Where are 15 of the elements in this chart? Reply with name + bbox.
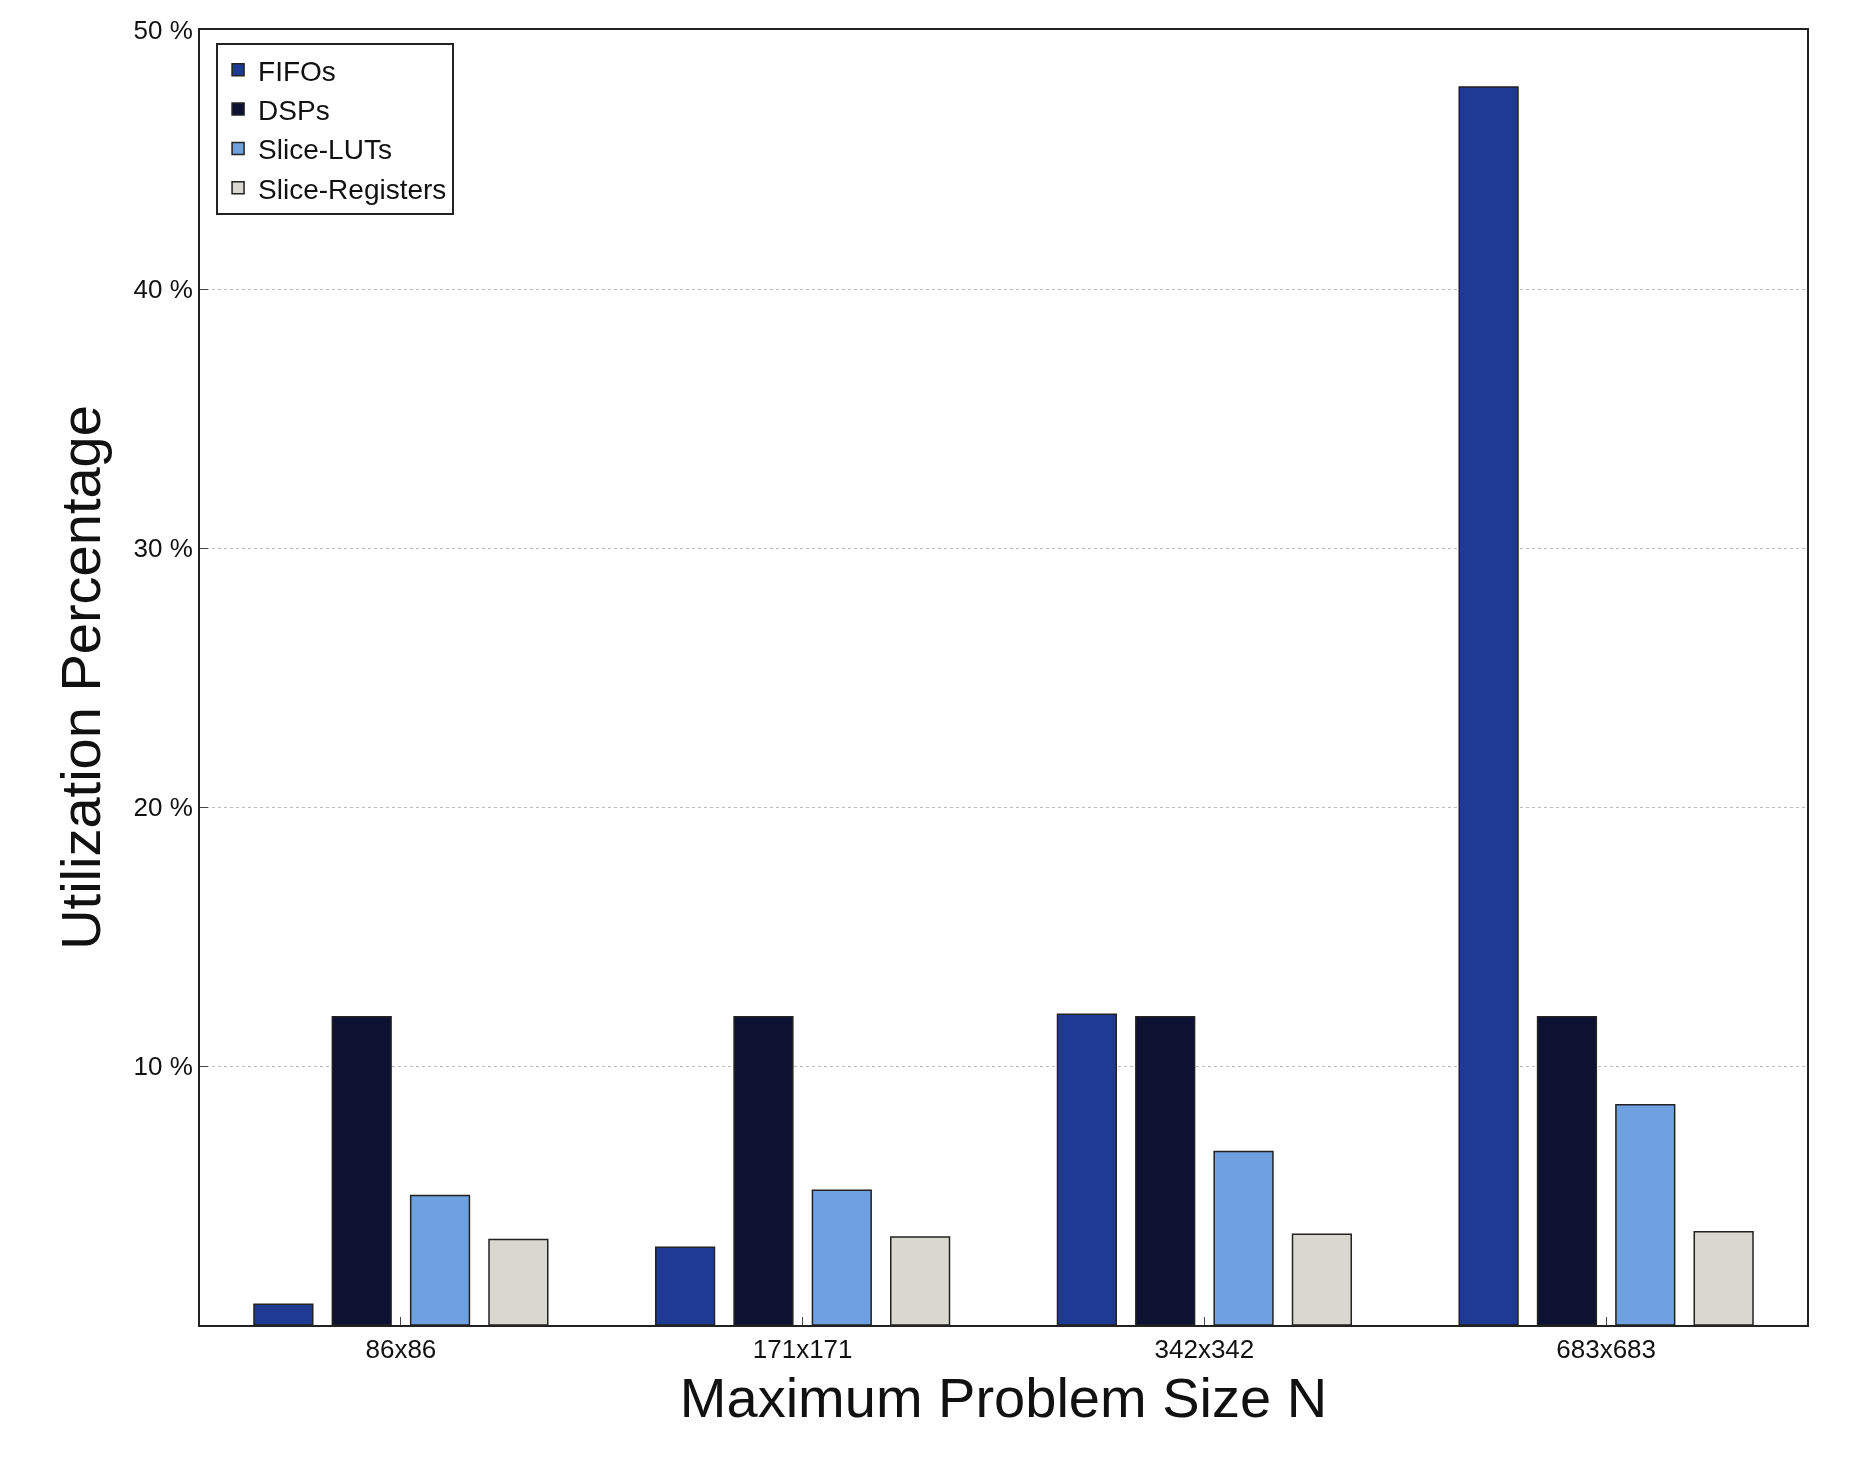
legend-label: Slice-LUTs [258,134,392,166]
x-tick-label: 86x86 [365,1334,437,1365]
y-tick-label: 50 % [133,15,193,46]
y-tick-label: 40 % [133,274,193,305]
x-axis-title: Maximum Problem Size N [679,1366,1328,1430]
legend-label: DSPs [258,94,330,126]
x-tick-label: 171x171 [752,1334,853,1365]
x-tick-label: 342x342 [1154,1334,1255,1365]
y-tick-label: 30 % [133,533,193,564]
legend-label: FIFOs [258,55,336,87]
y-axis-title: Utilization Percentage [48,405,112,950]
legend-label: Slice-Registers [258,173,447,205]
y-tick-label: 10 % [133,1051,193,1082]
x-tick-label: 683x683 [1556,1334,1657,1365]
y-tick-label: 20 % [133,792,193,823]
